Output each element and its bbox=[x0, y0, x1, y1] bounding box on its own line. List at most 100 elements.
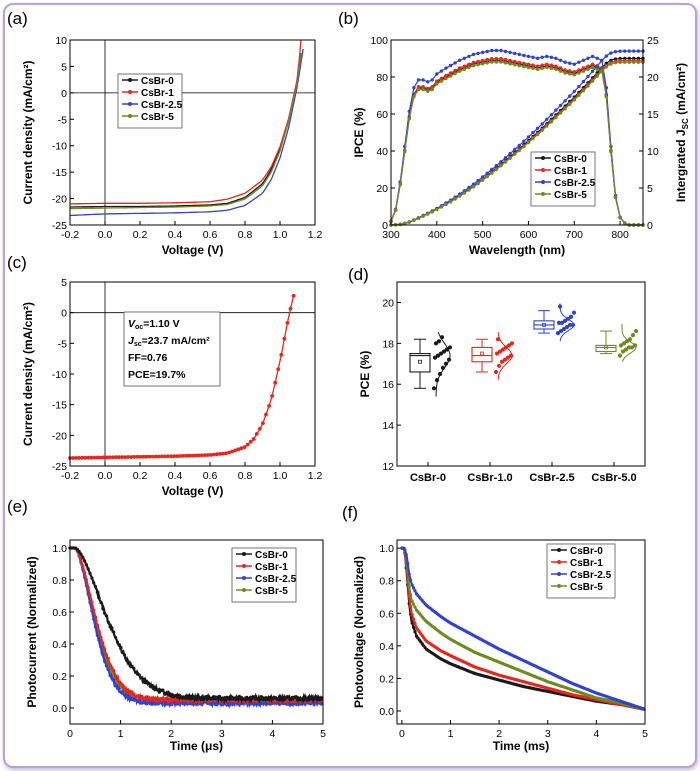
y-tick-label-d-4: 20 bbox=[382, 297, 394, 309]
y-tick-label-e-3: 0.6 bbox=[52, 607, 67, 619]
ipce-point-2-18 bbox=[471, 52, 476, 57]
distribution-curve-0 bbox=[435, 331, 451, 397]
jsc-point-3-41 bbox=[577, 93, 581, 98]
ipce-point-3-17 bbox=[467, 65, 471, 70]
distribution-curve-1 bbox=[497, 332, 513, 381]
series-point-c-0-62 bbox=[258, 426, 262, 431]
series-point-e-0-32 bbox=[126, 661, 130, 665]
series-point-e-0-17 bbox=[99, 601, 103, 605]
series-point-c-0-49 bbox=[218, 452, 223, 456]
series-point-c-0-39 bbox=[187, 453, 192, 458]
data-point-1-4 bbox=[505, 355, 511, 360]
series-point-e-0-138 bbox=[319, 696, 323, 700]
series-line-a-2 bbox=[69, 48, 304, 217]
data-point-3-4 bbox=[629, 345, 635, 350]
legend-label-f-2: CsBr-2.5 bbox=[570, 570, 612, 581]
ipce-point-1-32 bbox=[535, 64, 540, 68]
ipce-point-1-12 bbox=[444, 73, 448, 78]
series-point-e-0-8 bbox=[83, 559, 87, 563]
plot-frame-d bbox=[396, 281, 646, 467]
jsc-point-3-8 bbox=[426, 212, 430, 216]
ipce-point-1-20 bbox=[480, 58, 485, 63]
series-point-e-0-105 bbox=[259, 695, 263, 699]
series-point-c-0-40 bbox=[190, 453, 195, 458]
series-point-e-0-29 bbox=[121, 651, 125, 655]
series-point-c-0-20 bbox=[129, 455, 134, 459]
series-point-f-2-9 bbox=[413, 589, 417, 593]
legend-marker-f-3 bbox=[557, 584, 561, 588]
series-point-e-0-28 bbox=[119, 645, 123, 650]
x-tick-label-b-1: 400 bbox=[428, 229, 446, 241]
legend-label-f-0: CsBr-0 bbox=[570, 546, 603, 557]
y-axis-label-f: Photovoltage (Normalized) bbox=[352, 556, 366, 708]
data-point-2-4 bbox=[567, 322, 573, 328]
ipce-point-1-29 bbox=[522, 61, 526, 66]
ipce-point-2-15 bbox=[458, 58, 462, 62]
jsc-point-2-36 bbox=[554, 108, 558, 112]
series-point-e-2-15 bbox=[95, 633, 99, 637]
series-point-f-0-9 bbox=[413, 630, 417, 634]
legend-label-f-1: CsBr-1 bbox=[570, 558, 603, 569]
x-tick-label-b-4: 700 bbox=[566, 229, 584, 241]
series-point-e-0-6 bbox=[79, 552, 83, 556]
ipce-point-2-28 bbox=[517, 52, 521, 57]
ipce-point-2-20 bbox=[480, 50, 485, 55]
series-point-c-0-12 bbox=[104, 455, 109, 460]
annotation-0: Voc=1.10 V bbox=[128, 318, 180, 331]
series-point-e-0-39 bbox=[139, 676, 143, 680]
panel-label-a: (a) bbox=[7, 9, 28, 28]
x-tick-label-b-0: 300 bbox=[382, 229, 400, 241]
series-point-c-0-30 bbox=[160, 454, 164, 459]
panel-label-d: (d) bbox=[348, 265, 369, 284]
jsc-point-2-39 bbox=[568, 94, 572, 98]
ipce-point-1-10 bbox=[435, 79, 439, 83]
series-point-e-1-25 bbox=[113, 674, 118, 678]
data-point-0-12 bbox=[433, 341, 439, 346]
series-point-e-1-29 bbox=[121, 683, 125, 687]
series-point-c-0-65 bbox=[267, 404, 271, 408]
ipce-point-2-16 bbox=[462, 56, 466, 60]
series-point-e-0-69 bbox=[194, 697, 198, 701]
series-point-c-0-43 bbox=[199, 453, 204, 458]
y-tick-label-a-1: -20 bbox=[52, 194, 67, 206]
series-point-e-1-23 bbox=[110, 666, 114, 670]
series-point-c-0-47 bbox=[212, 452, 216, 457]
ipce-point-2-26 bbox=[508, 50, 512, 55]
series-point-e-1-21 bbox=[106, 656, 110, 661]
series-point-e-0-21 bbox=[106, 620, 110, 624]
plot-frame-e bbox=[69, 539, 324, 725]
series-point-e-2-27 bbox=[117, 687, 121, 691]
y-axis-label-c: Current density (mA/cm²) bbox=[21, 302, 35, 446]
y-tick-label-f-3: 0.6 bbox=[379, 608, 394, 620]
series-point-c-0-63 bbox=[261, 421, 265, 425]
category-label-1: CsBr-1.0 bbox=[467, 472, 512, 484]
jsc-point-2-41 bbox=[577, 84, 581, 89]
x-tick-label-a-7: 1.2 bbox=[308, 229, 323, 241]
series-point-c-0-54 bbox=[233, 448, 238, 453]
series-point-c-0-21 bbox=[132, 455, 137, 459]
series-point-e-0-14 bbox=[93, 585, 98, 589]
data-point-1-0 bbox=[493, 369, 499, 375]
y-tick-label-b-0: 0 bbox=[382, 220, 388, 232]
series-point-c-0-52 bbox=[227, 450, 232, 455]
legend-label-a-1: CsBr-1 bbox=[141, 88, 174, 99]
x-tick-label-f-3: 3 bbox=[545, 728, 551, 740]
x-tick-label-c-7: 1.2 bbox=[308, 470, 323, 482]
jsc-point-3-24 bbox=[499, 164, 503, 168]
jsc-point-2-42 bbox=[581, 79, 586, 84]
series-point-e-1-6 bbox=[79, 558, 83, 562]
legend-marker-b-2 bbox=[541, 180, 545, 184]
distribution-curve-2 bbox=[559, 303, 575, 342]
series-point-c-0-15 bbox=[114, 455, 118, 460]
series-point-f-3-8 bbox=[411, 602, 416, 606]
series-point-c-0-60 bbox=[251, 437, 256, 441]
series-point-c-0-27 bbox=[150, 454, 155, 459]
series-point-c-0-36 bbox=[178, 454, 183, 458]
jsc-point-3-53 bbox=[632, 60, 636, 64]
mean-2 bbox=[542, 323, 546, 327]
series-point-c-0-34 bbox=[172, 454, 177, 459]
ipce-point-2-43 bbox=[586, 56, 590, 60]
series-point-e-0-54 bbox=[166, 691, 170, 695]
jsc-point-3-12 bbox=[444, 202, 448, 207]
series-point-e-1-7 bbox=[81, 564, 85, 568]
